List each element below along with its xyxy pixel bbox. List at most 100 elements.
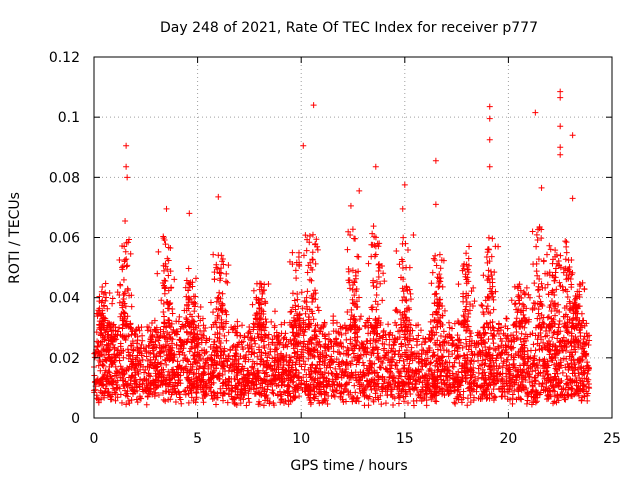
data-point	[341, 385, 348, 392]
data-point	[512, 300, 519, 307]
data-point	[221, 345, 228, 352]
data-point	[282, 330, 289, 337]
data-point	[298, 353, 305, 360]
data-point	[271, 332, 278, 339]
data-point	[256, 349, 263, 356]
data-point	[494, 352, 501, 359]
data-point	[353, 374, 360, 381]
data-point	[219, 361, 226, 368]
data-point	[368, 386, 375, 393]
data-point	[524, 397, 531, 404]
data-point	[211, 359, 218, 366]
data-point	[338, 374, 345, 381]
data-point	[112, 397, 119, 404]
data-point	[402, 341, 409, 348]
data-point	[273, 366, 280, 373]
data-point	[111, 345, 118, 352]
data-point	[387, 391, 394, 398]
data-point	[327, 338, 334, 345]
data-point	[420, 395, 426, 402]
data-point	[122, 303, 129, 310]
data-point	[206, 336, 213, 343]
data-point	[503, 315, 510, 322]
data-point	[533, 268, 540, 275]
data-point	[410, 335, 417, 342]
data-point	[181, 352, 188, 359]
data-point	[155, 337, 162, 344]
data-point	[302, 361, 309, 368]
data-point	[565, 328, 572, 335]
data-point	[551, 329, 558, 336]
data-point	[400, 358, 407, 365]
data-point	[196, 352, 203, 359]
data-point	[274, 361, 281, 368]
data-point	[234, 376, 241, 383]
data-point	[151, 360, 158, 367]
data-point	[375, 356, 382, 363]
data-point	[439, 366, 446, 373]
data-point	[572, 372, 579, 379]
data-point	[121, 310, 128, 317]
data-point	[251, 350, 258, 357]
x-tick-label: 0	[90, 431, 99, 447]
data-point	[223, 270, 230, 277]
data-point	[170, 383, 177, 390]
data-point	[414, 338, 421, 345]
data-point	[310, 346, 317, 353]
data-point	[441, 367, 448, 374]
data-point	[399, 205, 406, 212]
data-point	[367, 337, 374, 344]
data-point	[145, 378, 152, 385]
data-point	[333, 356, 340, 363]
data-point	[365, 369, 372, 376]
data-point	[175, 348, 182, 355]
data-point	[197, 355, 204, 362]
data-point	[147, 356, 154, 363]
data-point	[154, 383, 161, 390]
data-point	[323, 382, 330, 389]
data-point	[499, 349, 506, 356]
data-point	[370, 350, 377, 357]
data-point	[578, 397, 585, 404]
data-point	[397, 373, 404, 380]
data-point	[102, 297, 109, 304]
data-point	[544, 281, 551, 288]
data-point	[97, 339, 104, 346]
data-point	[120, 354, 127, 361]
data-point	[121, 370, 128, 377]
data-point	[167, 335, 174, 342]
data-point	[292, 267, 299, 274]
data-point	[169, 389, 176, 396]
data-point	[342, 381, 349, 388]
data-point	[412, 368, 419, 375]
data-point	[540, 257, 547, 264]
data-point	[175, 364, 182, 371]
data-point	[403, 347, 410, 354]
data-point	[409, 381, 416, 388]
data-point	[442, 381, 449, 388]
data-point	[197, 304, 204, 311]
data-point	[583, 350, 590, 357]
data-point	[499, 364, 506, 371]
data-point	[291, 372, 298, 379]
data-point	[436, 251, 443, 258]
data-point	[356, 385, 363, 392]
data-point	[536, 391, 543, 398]
data-point	[570, 346, 577, 353]
data-point	[555, 383, 562, 390]
data-point	[214, 295, 221, 302]
data-point	[490, 376, 497, 383]
data-point	[112, 391, 119, 398]
data-point	[272, 346, 279, 353]
data-point	[269, 387, 276, 394]
data-point	[442, 358, 449, 365]
data-point	[364, 378, 371, 385]
data-point	[528, 399, 535, 406]
data-point	[228, 388, 235, 395]
data-point	[495, 351, 502, 358]
data-point	[510, 372, 517, 379]
data-point	[188, 329, 195, 336]
data-point	[265, 280, 272, 287]
data-point	[562, 256, 569, 263]
data-point	[416, 353, 423, 360]
